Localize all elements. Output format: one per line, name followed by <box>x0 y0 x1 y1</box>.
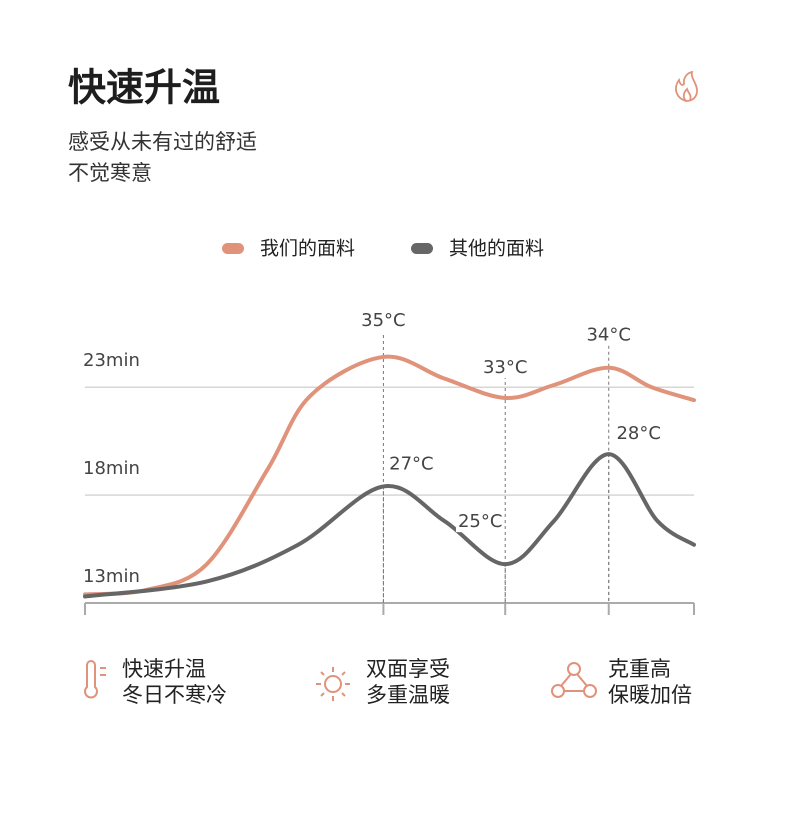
annotation-bg <box>359 309 408 331</box>
y-tick-label: 18min <box>83 458 140 479</box>
flame-icon <box>675 70 698 102</box>
annotation-label: 25°C <box>458 511 502 532</box>
annotation-label: 33°C <box>483 357 527 378</box>
subtitle: 感受从未有过的舒适 <box>68 130 257 154</box>
series-line <box>83 452 696 599</box>
feature-text: 冬日不寒冷 <box>122 683 227 707</box>
annotation-bg <box>614 423 663 445</box>
annotation-label: 28°C <box>616 423 660 444</box>
annotation-bg <box>455 511 505 533</box>
feature-text: 克重高 <box>608 657 671 681</box>
feature-text: 多重温暖 <box>366 683 450 707</box>
legend-label: 我们的面料 <box>260 238 355 260</box>
legend-label: 其他的面料 <box>449 238 544 260</box>
y-tick-label: 13min <box>83 566 140 587</box>
legend-swatch <box>222 243 244 254</box>
annotation-bg <box>480 356 530 378</box>
feature-text: 保暖加倍 <box>608 683 692 707</box>
series-line <box>83 354 696 597</box>
annotation-label: 27°C <box>389 453 433 474</box>
annotation-label: 35°C <box>361 310 405 331</box>
title: 快速升温 <box>68 66 220 110</box>
feature-text: 双面享受 <box>366 657 450 681</box>
y-tick-label: 23min <box>83 350 140 371</box>
feature-icon <box>84 660 597 701</box>
feature-text: 快速升温 <box>122 657 206 681</box>
annotation-label: 34°C <box>586 325 630 346</box>
subtitle: 不觉寒意 <box>68 161 152 185</box>
legend-swatch <box>411 243 433 254</box>
annotation-bg <box>387 453 436 475</box>
annotation-bg <box>584 324 633 346</box>
